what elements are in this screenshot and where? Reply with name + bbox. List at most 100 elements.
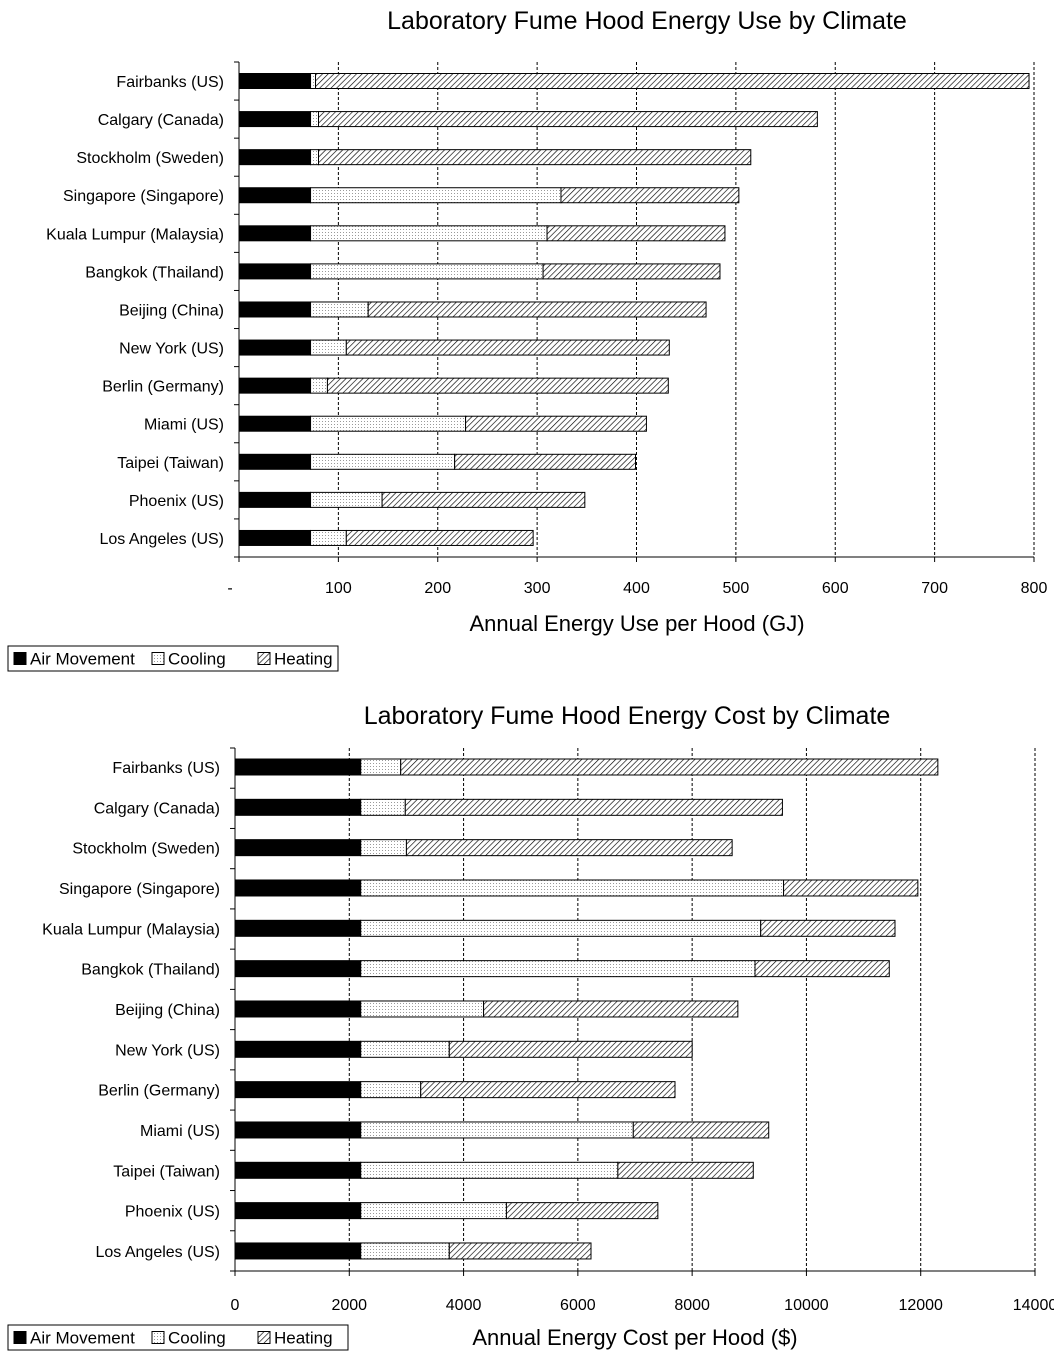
heating-bar	[367, 301, 707, 318]
air-movement-bar	[238, 111, 312, 128]
category-label: Berlin (Germany)	[102, 379, 224, 396]
category-label: Miami (US)	[144, 417, 224, 434]
category-label: Stockholm (Sweden)	[76, 150, 224, 167]
air-movement-bar	[234, 798, 362, 816]
category-label: Singapore (Singapore)	[63, 188, 224, 205]
x-tick-label: 8000	[674, 1297, 710, 1314]
legend: Air Movement Cooling Heating	[7, 1324, 349, 1351]
category-label: Singapore (Singapore)	[59, 881, 220, 898]
cooling-bar	[310, 149, 319, 166]
x-tick-label: 200	[424, 580, 451, 597]
legend-label: Cooling	[168, 1329, 226, 1348]
x-tick-label: 0	[231, 1297, 240, 1314]
x-tick-label: -	[227, 580, 232, 597]
heating-bar	[345, 339, 670, 356]
cooling-bar	[360, 879, 785, 897]
heating-bar	[381, 491, 586, 508]
cooling-bar	[310, 225, 548, 242]
heating-bar	[560, 187, 740, 204]
cooling-bar	[310, 491, 383, 508]
category-label: Fairbanks (US)	[112, 760, 220, 777]
air-movement-bar	[238, 377, 312, 394]
category-label: Los Angeles (US)	[95, 1244, 220, 1261]
air-movement-bar	[234, 1040, 362, 1058]
category-label: Los Angeles (US)	[99, 531, 224, 548]
x-tick-label: 2000	[331, 1297, 367, 1314]
cooling-bar	[310, 415, 467, 432]
air-movement-bar	[238, 529, 312, 546]
air-movement-bar	[234, 839, 362, 857]
category-label: Bangkok (Thailand)	[85, 264, 224, 281]
x-tick-label: 700	[921, 580, 948, 597]
cooling-bar	[360, 1161, 619, 1179]
category-label: Beijing (China)	[115, 1002, 220, 1019]
air-movement-bar	[234, 879, 362, 897]
air-movement-bar	[238, 301, 312, 318]
air-movement-bar	[238, 73, 312, 89]
heating-bar	[546, 225, 726, 242]
air-movement-bar	[238, 415, 312, 432]
category-label: Calgary (Canada)	[98, 112, 224, 129]
air-movement-bar	[234, 1202, 362, 1220]
chart-1: Laboratory Fume Hood Energy Use by Clima…	[7, 7, 1048, 672]
category-label: Beijing (China)	[119, 302, 224, 319]
heating-bar	[400, 758, 939, 776]
category-label: Calgary (Canada)	[94, 800, 220, 817]
category-label: Kuala Lumpur (Malaysia)	[42, 921, 220, 938]
heating-bar	[448, 1242, 592, 1260]
category-label: Berlin (Germany)	[98, 1083, 220, 1100]
cooling-bar	[310, 111, 319, 128]
x-tick-label: 300	[524, 580, 551, 597]
air-movement-bar	[234, 1242, 362, 1260]
legend-label: Heating	[274, 1329, 333, 1348]
category-label: Taipei (Taiwan)	[113, 1163, 220, 1180]
air-movement-bar	[234, 1121, 362, 1139]
heating-bar	[632, 1121, 770, 1139]
cooling-bar	[360, 960, 756, 978]
legend-label: Heating	[274, 650, 333, 669]
legend-box	[7, 1324, 349, 1351]
air-movement-bar	[238, 491, 312, 508]
legend-swatch-heating	[257, 1331, 271, 1344]
legend-swatch-heating	[257, 652, 271, 665]
heating-bar	[405, 839, 733, 857]
x-tick-label: 600	[822, 580, 849, 597]
air-movement-bar	[234, 1000, 362, 1018]
legend-swatch-air-movement	[13, 652, 27, 665]
cooling-bar	[360, 839, 407, 857]
chart-title: Laboratory Fume Hood Energy Use by Clima…	[387, 7, 907, 35]
heating-bar	[617, 1161, 754, 1179]
cooling-bar	[360, 1202, 507, 1220]
category-label: Miami (US)	[140, 1123, 220, 1140]
heating-bar	[318, 149, 752, 166]
cooling-bar	[360, 1081, 422, 1099]
heating-bar	[783, 879, 919, 897]
cooling-bar	[360, 919, 762, 937]
category-label: Stockholm (Sweden)	[72, 841, 220, 858]
cooling-bar	[310, 377, 328, 394]
air-movement-bar	[234, 1161, 362, 1179]
x-tick-label: 14000	[1013, 1297, 1054, 1314]
x-tick-label: 800	[1021, 580, 1048, 597]
air-movement-bar	[238, 225, 312, 242]
x-axis-label: Annual Energy Use per Hood (GJ)	[469, 611, 804, 636]
category-label: Taipei (Taiwan)	[117, 455, 224, 472]
air-movement-bar	[238, 263, 312, 280]
x-tick-label: 12000	[898, 1297, 943, 1314]
cooling-bar	[360, 798, 406, 816]
air-movement-bar	[234, 1081, 362, 1099]
legend-label: Cooling	[168, 650, 226, 669]
legend-swatch-cooling	[151, 1331, 165, 1344]
category-label: Fairbanks (US)	[116, 74, 224, 91]
air-movement-bar	[238, 453, 312, 470]
chart-title: Laboratory Fume Hood Energy Cost by Clim…	[364, 702, 891, 730]
air-movement-bar	[238, 339, 312, 356]
heating-bar	[505, 1202, 659, 1220]
heating-bar	[404, 798, 783, 816]
heating-bar	[326, 377, 669, 394]
cooling-bar	[360, 1000, 485, 1018]
cooling-bar	[310, 453, 456, 470]
legend-box	[7, 645, 339, 672]
heating-bar	[318, 111, 818, 128]
